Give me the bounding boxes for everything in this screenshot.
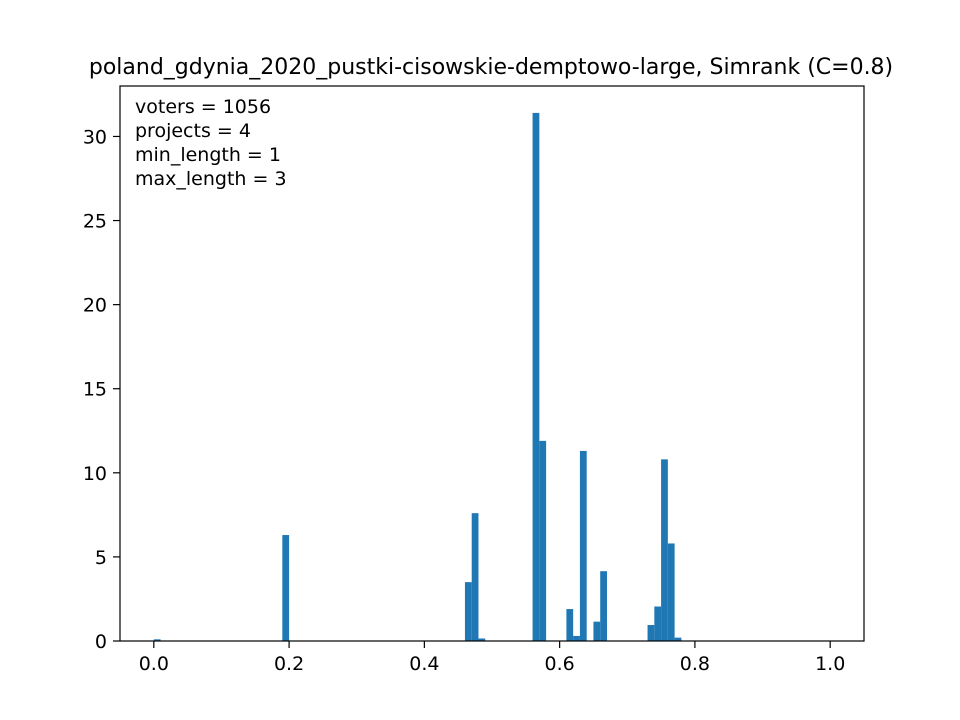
annotation-line: projects = 4 bbox=[135, 120, 251, 142]
histogram-bar bbox=[674, 637, 682, 641]
x-tick-label: 1.0 bbox=[815, 653, 845, 675]
y-tick-label: 15 bbox=[83, 379, 107, 401]
x-tick-label: 0.8 bbox=[680, 653, 710, 675]
histogram-bar bbox=[464, 582, 472, 641]
histogram-bar bbox=[539, 440, 547, 641]
bars-group bbox=[153, 112, 682, 641]
x-tick-label: 0.0 bbox=[139, 653, 169, 675]
y-tick-label: 30 bbox=[83, 126, 107, 148]
histogram-bar bbox=[153, 639, 161, 641]
y-tick-label: 25 bbox=[83, 211, 107, 233]
x-tick-label: 0.4 bbox=[409, 653, 439, 675]
histogram-bar bbox=[654, 606, 662, 641]
y-tick-label: 10 bbox=[83, 463, 107, 485]
histogram-bar bbox=[600, 571, 607, 641]
y-tick-label: 0 bbox=[95, 631, 107, 653]
histogram-bar bbox=[471, 513, 479, 641]
y-tick-label: 20 bbox=[83, 295, 107, 317]
x-axis: 0.0 0.2 0.4 0.6 0.8 1.0 bbox=[139, 641, 845, 675]
histogram-bar bbox=[593, 621, 601, 641]
annotation-line: voters = 1056 bbox=[135, 96, 271, 118]
annotation-line: min_length = 1 bbox=[135, 144, 281, 166]
x-tick-label: 0.2 bbox=[274, 653, 304, 675]
y-tick-label: 5 bbox=[95, 547, 107, 569]
annotation-line: max_length = 3 bbox=[135, 168, 287, 190]
histogram-bar bbox=[573, 635, 580, 641]
histogram-bar bbox=[647, 625, 655, 641]
histogram-bar bbox=[532, 112, 540, 641]
x-tick-label: 0.6 bbox=[545, 653, 575, 675]
histogram-bar bbox=[661, 459, 668, 641]
chart-title: poland_gdynia_2020_pustki-cisowskie-demp… bbox=[89, 55, 893, 80]
y-axis: 0 5 10 15 20 25 30 bbox=[83, 126, 120, 653]
histogram-bar bbox=[566, 609, 574, 641]
histogram-bar bbox=[478, 638, 486, 641]
plot-frame bbox=[119, 85, 865, 642]
histogram-bar bbox=[667, 543, 675, 641]
histogram-bar bbox=[282, 535, 290, 641]
histogram-bar bbox=[579, 450, 587, 641]
